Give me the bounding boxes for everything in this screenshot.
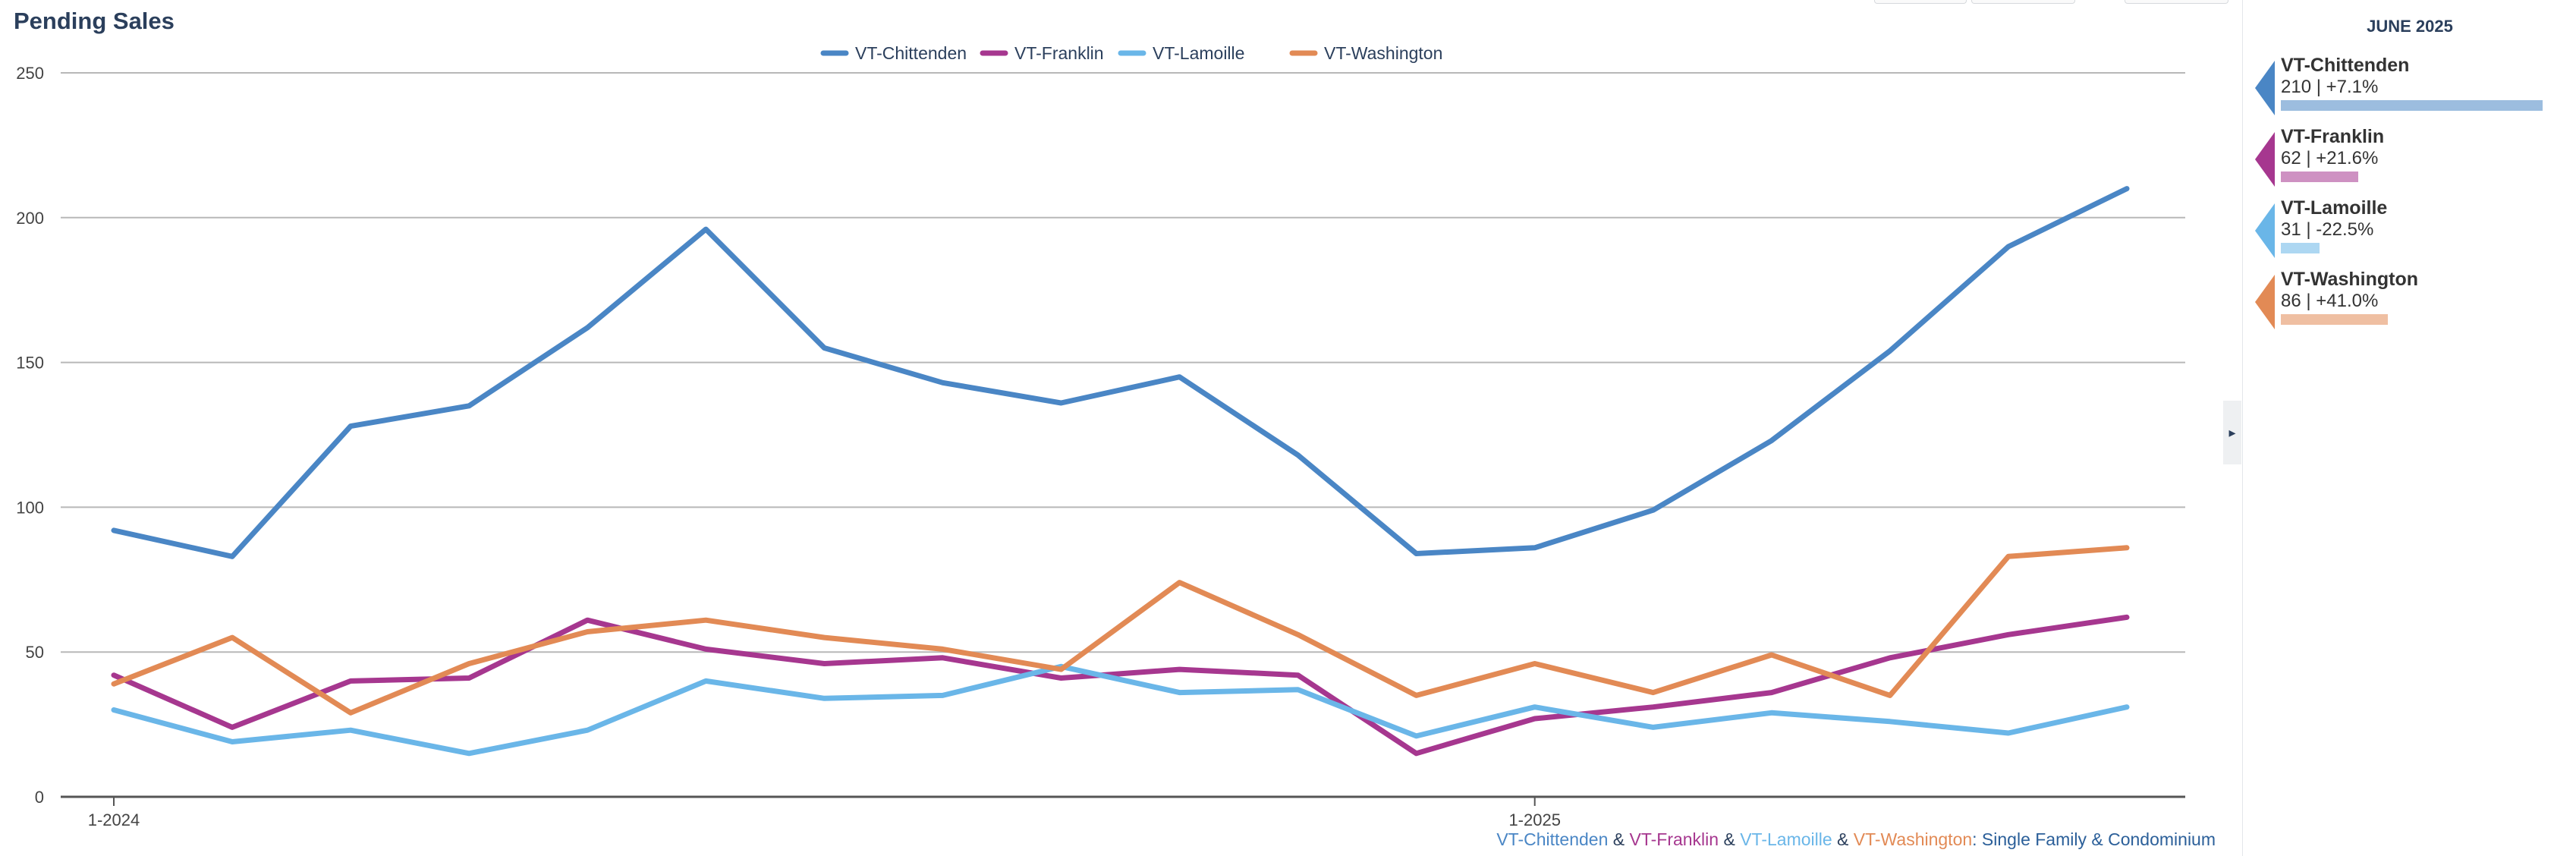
series-line-vt-washington[interactable] bbox=[111, 545, 2130, 716]
card-name: VT-Chittenden bbox=[2281, 55, 2410, 76]
legend-label-vt-franklin[interactable]: VT-Franklin bbox=[1014, 43, 1104, 63]
y-tick-label: 200 bbox=[16, 209, 44, 228]
card-value-bar bbox=[2281, 243, 2320, 253]
collapse-sidebar-button[interactable]: ▸ bbox=[2223, 401, 2241, 464]
caption-part: VT-Franklin bbox=[1629, 829, 1719, 849]
y-tick-label: 150 bbox=[16, 354, 44, 373]
caption-part: & bbox=[1719, 829, 1741, 849]
page-title: Pending Sales bbox=[14, 8, 175, 34]
legend-label-vt-lamoille[interactable]: VT-Lamoille bbox=[1153, 43, 1244, 63]
card-value-bar bbox=[2281, 172, 2358, 182]
card-value: 210 | +7.1% bbox=[2281, 77, 2379, 97]
legend[interactable]: VT-Chittenden VT-Franklin VT-Lamoille VT-Wa… bbox=[820, 43, 1442, 63]
chart-caption: VT-Chittenden & VT-Franklin & VT-Lamoill… bbox=[1496, 829, 2216, 850]
summary-card-vt-chittenden[interactable]: VT-Chittenden 210 | +7.1% bbox=[2243, 55, 2576, 126]
card-value-bar bbox=[2281, 314, 2388, 325]
card-value: 31 | -22.5% bbox=[2281, 219, 2374, 240]
card-value: 86 | +41.0% bbox=[2281, 291, 2379, 311]
toolbar-tab-2[interactable] bbox=[1971, 0, 2075, 4]
summary-cards: VT-Chittenden 210 | +7.1% VT-Franklin 62 | … bbox=[2243, 55, 2576, 340]
card-name: VT-Franklin bbox=[2281, 126, 2385, 147]
caption-part: : Single Family & Condominium bbox=[1972, 829, 2216, 849]
legend-label-vt-washington[interactable]: VT-Washington bbox=[1324, 43, 1442, 63]
summary-sidebar: JUNE 2025 VT-Chittenden 210 | +7.1% VT-Fra… bbox=[2242, 0, 2576, 856]
caption-part: VT-Washington bbox=[1853, 829, 1973, 849]
summary-card-vt-franklin[interactable]: VT-Franklin 62 | +21.6% bbox=[2243, 126, 2576, 197]
chevron-right-icon: ▸ bbox=[2228, 424, 2236, 440]
y-tick-label: 250 bbox=[16, 64, 44, 83]
toolbar-tab-1[interactable] bbox=[1874, 0, 1967, 4]
series-lines bbox=[111, 186, 2130, 757]
marker-arrow-icon bbox=[2255, 275, 2275, 329]
series-line-vt-chittenden[interactable] bbox=[111, 186, 2130, 559]
marker-arrow-icon bbox=[2255, 132, 2275, 187]
marker-arrow-icon bbox=[2255, 203, 2275, 258]
caption-part: VT-Lamoille bbox=[1740, 829, 1832, 849]
summary-card-vt-washington[interactable]: VT-Washington 86 | +41.0% bbox=[2243, 269, 2576, 340]
series-line-vt-lamoille[interactable] bbox=[111, 663, 2130, 757]
series-line-vt-franklin[interactable] bbox=[111, 614, 2130, 757]
y-tick-label: 0 bbox=[35, 788, 44, 807]
caption-part: & bbox=[1832, 829, 1854, 849]
y-tick-label: 50 bbox=[26, 643, 44, 662]
card-value-bar bbox=[2281, 100, 2543, 111]
card-value: 62 | +21.6% bbox=[2281, 148, 2379, 168]
y-tick-label: 100 bbox=[16, 498, 44, 517]
x-tick-label: 1-2024 bbox=[88, 810, 140, 829]
axes: 0 50 100 150 200 250 1-2024 1-2025 bbox=[16, 64, 2185, 829]
caption-part: VT-Chittenden bbox=[1496, 829, 1609, 849]
caption-part: & bbox=[1608, 829, 1630, 849]
x-tick-label: 1-2025 bbox=[1508, 810, 1561, 829]
marker-arrow-icon bbox=[2255, 61, 2275, 115]
sidebar-title: JUNE 2025 bbox=[2367, 17, 2453, 36]
card-name: VT-Lamoille bbox=[2281, 197, 2388, 219]
gridlines bbox=[61, 72, 2185, 653]
pending-sales-chart: 0 50 100 150 200 250 1-2024 1-2025 VT-Chittende… bbox=[16, 43, 2185, 829]
summary-card-vt-lamoille[interactable]: VT-Lamoille 31 | -22.5% bbox=[2243, 197, 2576, 269]
toolbar-tab-3[interactable] bbox=[2125, 0, 2228, 4]
legend-label-vt-chittenden[interactable]: VT-Chittenden bbox=[855, 43, 967, 63]
card-name: VT-Washington bbox=[2281, 269, 2418, 290]
